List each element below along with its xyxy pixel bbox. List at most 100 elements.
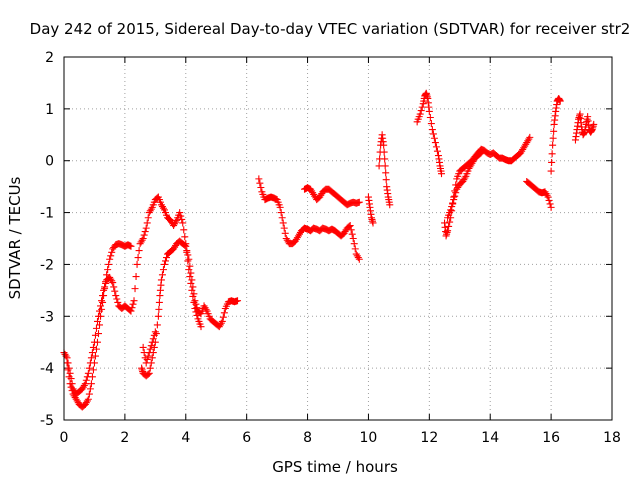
series-segment-4 xyxy=(139,328,159,367)
data-point xyxy=(257,184,265,192)
data-point xyxy=(98,297,106,305)
data-point xyxy=(91,352,99,360)
data-point xyxy=(155,305,163,313)
data-point xyxy=(150,331,158,339)
data-point xyxy=(381,155,389,163)
data-point xyxy=(131,285,139,293)
x-tick-label: 8 xyxy=(303,430,312,446)
data-point xyxy=(526,133,534,141)
data-point xyxy=(255,175,263,183)
y-tick-label: 0 xyxy=(45,154,54,170)
data-point xyxy=(431,139,439,147)
data-point xyxy=(148,354,156,362)
data-point xyxy=(556,97,564,105)
data-point xyxy=(202,305,210,313)
data-point xyxy=(95,330,103,338)
data-point xyxy=(104,266,112,274)
data-point xyxy=(433,147,441,155)
data-point xyxy=(448,203,456,211)
data-point xyxy=(86,385,94,393)
data-point xyxy=(544,193,552,201)
data-point xyxy=(144,352,152,360)
data-point xyxy=(429,130,437,138)
x-tick-label: 4 xyxy=(181,430,190,446)
data-point xyxy=(355,198,363,206)
data-point xyxy=(197,323,205,331)
data-point xyxy=(220,309,228,317)
data-point xyxy=(83,397,91,405)
data-point xyxy=(140,231,148,239)
data-point xyxy=(191,297,199,305)
data-points xyxy=(60,89,598,411)
data-point xyxy=(477,149,485,157)
data-point xyxy=(444,227,452,235)
data-point xyxy=(99,298,107,306)
data-point xyxy=(183,247,191,255)
data-point xyxy=(84,369,92,377)
data-point xyxy=(382,176,390,184)
data-point xyxy=(451,192,459,200)
data-point xyxy=(184,251,192,259)
data-point xyxy=(375,162,383,170)
x-tick-label: 10 xyxy=(360,430,378,446)
data-point xyxy=(127,242,135,250)
data-point xyxy=(146,364,154,372)
data-point xyxy=(100,292,108,300)
data-point xyxy=(96,321,104,329)
data-point xyxy=(417,107,425,115)
data-point xyxy=(89,343,97,351)
data-point xyxy=(427,120,435,128)
data-point xyxy=(547,203,555,211)
data-point xyxy=(276,203,284,211)
data-point xyxy=(147,342,155,350)
data-point xyxy=(281,229,289,237)
data-point xyxy=(416,110,424,118)
data-point xyxy=(369,219,377,227)
data-point xyxy=(549,134,557,142)
data-point xyxy=(144,214,152,222)
data-point xyxy=(452,189,460,197)
data-point xyxy=(114,298,122,306)
data-point xyxy=(548,150,556,158)
data-point xyxy=(445,222,453,230)
data-point xyxy=(217,319,225,327)
data-point xyxy=(142,224,150,232)
data-point xyxy=(108,248,116,256)
series-segment-3 xyxy=(138,237,242,380)
data-point xyxy=(346,222,354,230)
data-point xyxy=(110,283,118,291)
data-point xyxy=(87,380,95,388)
data-point xyxy=(380,148,388,156)
data-point xyxy=(219,313,227,321)
data-point xyxy=(181,233,189,241)
data-point xyxy=(81,380,89,388)
data-point xyxy=(133,260,141,268)
data-point xyxy=(134,254,142,262)
x-tick-label: 14 xyxy=(481,430,499,446)
series-segment-13 xyxy=(547,94,564,175)
data-point xyxy=(68,387,76,395)
series-segment-10 xyxy=(441,133,534,240)
plot-frame xyxy=(63,56,613,421)
series-segment-7 xyxy=(364,193,377,227)
y-tick-label: -2 xyxy=(40,257,54,273)
data-point xyxy=(91,331,99,339)
data-point xyxy=(85,364,93,372)
data-point xyxy=(128,304,136,312)
data-point xyxy=(193,304,201,312)
data-point xyxy=(112,292,120,300)
data-point xyxy=(92,324,100,332)
x-tick-label: 16 xyxy=(542,430,560,446)
data-point xyxy=(543,191,551,199)
data-point xyxy=(139,343,147,351)
data-point xyxy=(185,255,193,263)
data-point xyxy=(82,376,90,384)
data-point xyxy=(159,204,167,212)
data-point xyxy=(428,126,436,134)
data-point xyxy=(154,312,162,320)
data-point xyxy=(106,255,114,263)
data-point xyxy=(280,224,288,232)
data-point xyxy=(143,356,151,363)
data-point xyxy=(85,390,93,398)
data-point xyxy=(546,200,554,208)
